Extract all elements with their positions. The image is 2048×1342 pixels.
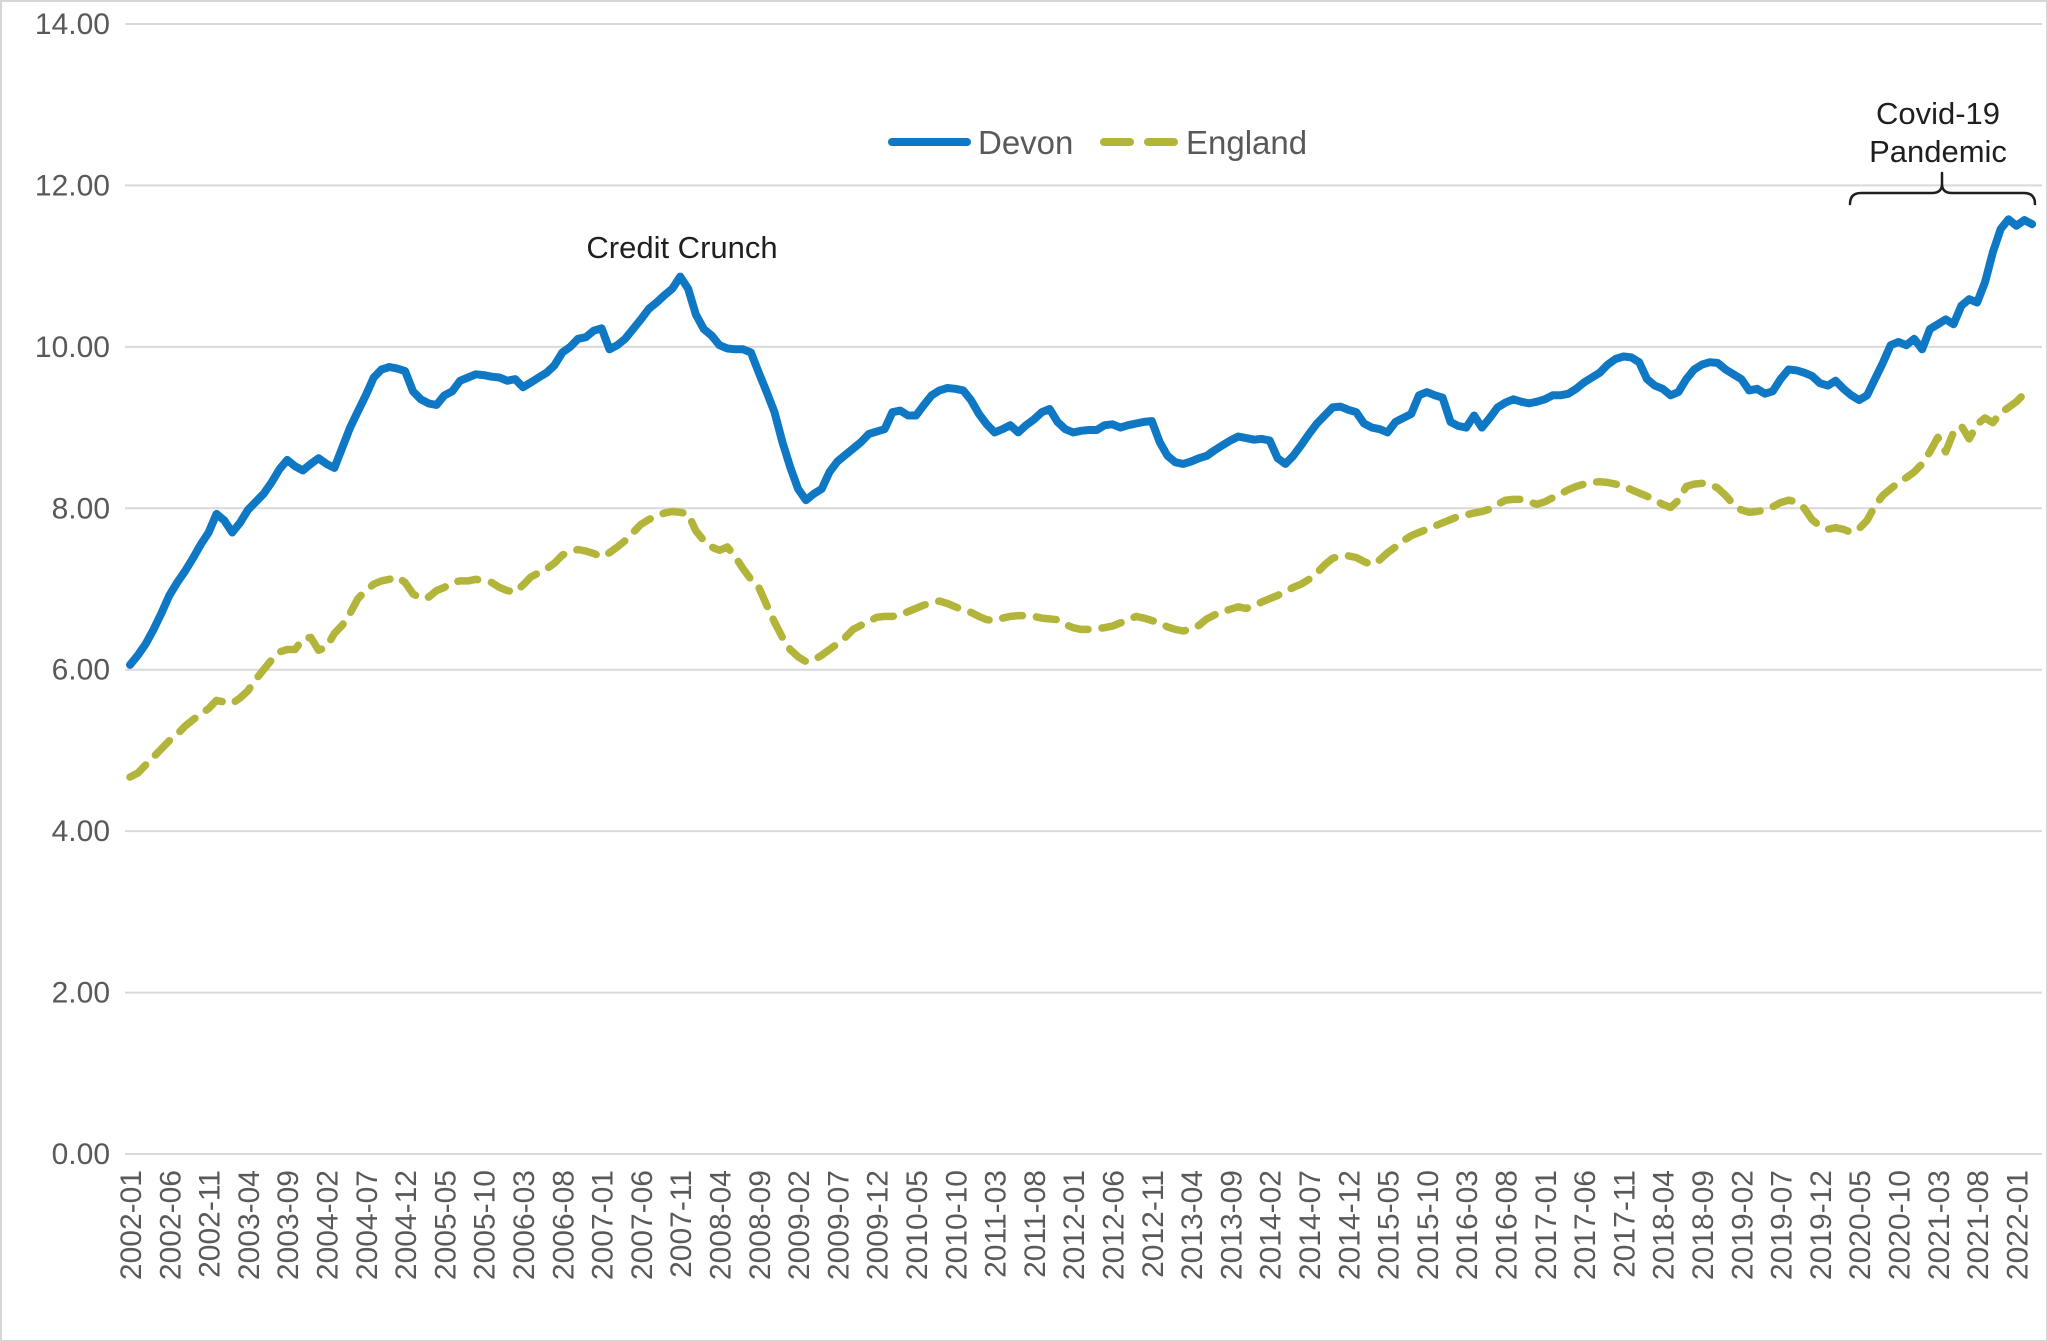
x-tick-label: 2008-04: [705, 1170, 738, 1280]
x-tick-label: 2008-09: [744, 1170, 777, 1280]
x-tick-label: 2003-04: [233, 1170, 266, 1280]
x-tick-label: 2005-10: [469, 1170, 502, 1280]
x-tick-label: 2013-04: [1176, 1170, 1209, 1280]
x-tick-label: 2004-07: [351, 1170, 384, 1280]
legend: Devon England: [888, 124, 1307, 161]
x-tick-label: 2002-01: [115, 1170, 148, 1280]
annotation-credit-crunch: Credit Crunch: [586, 230, 777, 265]
y-tick-label: 8.00: [52, 492, 110, 525]
x-tick-label: 2017-11: [1608, 1170, 1641, 1278]
x-tick-label: 2011-03: [980, 1170, 1013, 1278]
x-tick-label: 2022-01: [2001, 1170, 2034, 1280]
x-tick-label: 2014-02: [1255, 1170, 1288, 1280]
x-tick-label: 2006-08: [547, 1170, 580, 1280]
x-tick-label: 2010-05: [901, 1170, 934, 1280]
england-series-line: [126, 389, 2036, 781]
y-axis-labels: 14.00 12.00 10.00 8.00 6.00 4.00 2.00 0.00: [35, 8, 110, 1171]
x-tick-label: 2017-01: [1530, 1170, 1563, 1280]
x-tick-label: 2013-09: [1215, 1170, 1248, 1280]
x-tick-label: 2010-10: [940, 1170, 973, 1280]
x-tick-label: 2002-11: [194, 1170, 227, 1278]
y-tick-label: 14.00: [35, 8, 110, 41]
x-tick-label: 2014-07: [1294, 1170, 1327, 1280]
y-tick-label: 0.00: [52, 1138, 110, 1171]
x-tick-label: 2009-02: [783, 1170, 816, 1280]
x-tick-label: 2002-06: [154, 1170, 187, 1280]
x-tick-label: 2019-07: [1766, 1170, 1799, 1280]
x-tick-label: 2012-11: [1137, 1170, 1170, 1278]
x-tick-label: 2016-03: [1451, 1170, 1484, 1280]
legend-label-devon: Devon: [978, 124, 1073, 161]
x-tick-label: 2018-04: [1648, 1170, 1681, 1280]
y-tick-label: 6.00: [52, 654, 110, 687]
x-tick-label: 2012-01: [1058, 1170, 1091, 1280]
series-lines: [126, 215, 2037, 781]
x-axis-labels: 2002-01 2002-06 2002-11 2003-04 2003-09 2004-…: [115, 1170, 2034, 1280]
x-tick-label: 2016-08: [1491, 1170, 1524, 1280]
x-tick-label: 2021-08: [1962, 1170, 1995, 1280]
x-tick-label: 2018-09: [1687, 1170, 1720, 1280]
x-tick-label: 2012-06: [1098, 1170, 1131, 1280]
x-tick-label: 2007-01: [587, 1170, 620, 1280]
y-tick-label: 4.00: [52, 815, 110, 848]
devon-series-line: [126, 215, 2037, 669]
y-tick-label: 10.00: [35, 331, 110, 364]
x-tick-label: 2004-12: [390, 1170, 423, 1280]
x-tick-label: 2019-02: [1726, 1170, 1759, 1280]
y-tick-label: 12.00: [35, 169, 110, 202]
x-tick-label: 2003-09: [272, 1170, 305, 1280]
x-tick-label: 2019-12: [1805, 1170, 1838, 1280]
covid-bracket: [1848, 171, 2037, 206]
x-tick-label: 2015-10: [1412, 1170, 1445, 1280]
x-tick-label: 2014-12: [1333, 1170, 1366, 1280]
x-tick-label: 2020-10: [1884, 1170, 1917, 1280]
x-tick-label: 2007-11: [665, 1170, 698, 1278]
x-tick-label: 2005-05: [429, 1170, 462, 1280]
x-tick-label: 2009-12: [862, 1170, 895, 1280]
x-tick-label: 2004-02: [312, 1170, 345, 1280]
x-tick-label: 2006-03: [508, 1170, 541, 1280]
x-tick-label: 2020-05: [1844, 1170, 1877, 1280]
x-tick-label: 2017-06: [1569, 1170, 1602, 1280]
legend-label-england: England: [1186, 124, 1307, 161]
annotation-covid-line1: Covid-19: [1876, 96, 2000, 131]
x-tick-label: 2009-07: [822, 1170, 855, 1280]
x-tick-label: 2021-03: [1923, 1170, 1956, 1280]
x-tick-label: 2007-06: [626, 1170, 659, 1280]
x-tick-label: 2015-05: [1373, 1170, 1406, 1280]
y-tick-label: 2.00: [52, 977, 110, 1010]
gridlines: [125, 23, 2042, 1155]
annotation-covid-line2: Pandemic: [1869, 134, 2007, 169]
x-tick-label: 2011-08: [1019, 1170, 1052, 1278]
